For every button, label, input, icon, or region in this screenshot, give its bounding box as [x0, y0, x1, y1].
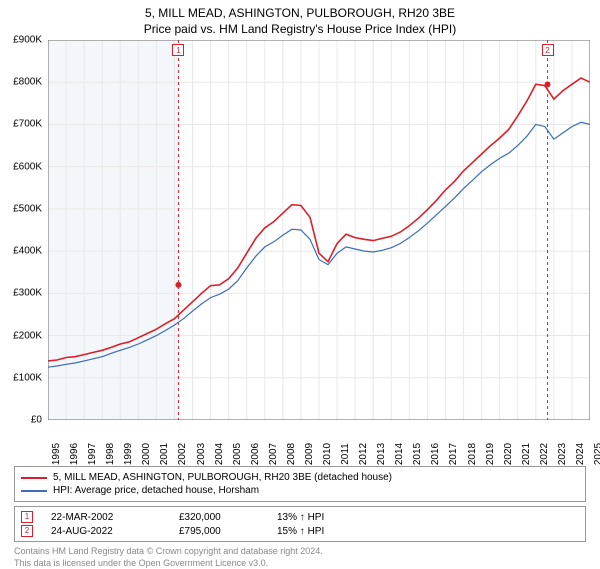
transaction-marker-icon: 1: [21, 511, 33, 523]
x-tick-label: 2013: [376, 443, 387, 465]
x-tick-label: 2022: [539, 443, 550, 465]
legend: 5, MILL MEAD, ASHINGTON, PULBOROUGH, RH2…: [14, 466, 586, 502]
line-chart: [48, 40, 590, 420]
x-tick-label: 1996: [69, 443, 80, 465]
x-tick-label: 2004: [214, 443, 225, 465]
y-tick-label: £300K: [13, 288, 42, 299]
footer-attribution: Contains HM Land Registry data © Crown c…: [14, 546, 586, 569]
y-tick-label: £0: [31, 415, 42, 426]
footer-line-2: This data is licensed under the Open Gov…: [14, 558, 586, 569]
legend-label: HPI: Average price, detached house, Hors…: [53, 485, 259, 496]
x-tick-label: 2024: [575, 443, 586, 465]
x-tick-label: 2020: [503, 443, 514, 465]
transaction-marker: 1: [172, 44, 184, 56]
x-tick-label: 2014: [394, 443, 405, 465]
y-tick-label: £600K: [13, 161, 42, 172]
x-tick-label: 2000: [141, 443, 152, 465]
x-tick-label: 2015: [412, 443, 423, 465]
y-tick-label: £500K: [13, 203, 42, 214]
transaction-price: £320,000: [179, 512, 259, 523]
transaction-price: £795,000: [179, 526, 259, 537]
x-tick-label: 2006: [250, 443, 261, 465]
transaction-date: 22-MAR-2002: [51, 512, 161, 523]
y-tick-label: £700K: [13, 119, 42, 130]
chart-title: 5, MILL MEAD, ASHINGTON, PULBOROUGH, RH2…: [0, 0, 600, 20]
footer-line-1: Contains HM Land Registry data © Crown c…: [14, 546, 586, 558]
x-tick-label: 2016: [430, 443, 441, 465]
x-tick-label: 1995: [51, 443, 62, 465]
legend-label: 5, MILL MEAD, ASHINGTON, PULBOROUGH, RH2…: [53, 472, 392, 483]
x-tick-label: 2011: [340, 443, 351, 465]
transactions-table: 1 22-MAR-2002 £320,000 13% ↑ HPI 2 24-AUG-202…: [14, 506, 586, 542]
x-tick-label: 2009: [304, 443, 315, 465]
x-tick-label: 2012: [358, 443, 369, 465]
legend-item: HPI: Average price, detached house, Hors…: [21, 484, 579, 497]
transaction-row: 1 22-MAR-2002 £320,000 13% ↑ HPI: [21, 510, 579, 524]
legend-swatch: [21, 477, 47, 479]
x-tick-label: 2019: [485, 443, 496, 465]
y-tick-label: £100K: [13, 372, 42, 383]
x-tick-label: 2005: [232, 443, 243, 465]
x-tick-label: 2003: [196, 443, 207, 465]
x-tick-label: 2023: [557, 443, 568, 465]
transaction-date: 24-AUG-2022: [51, 526, 161, 537]
transaction-pct: 13% ↑ HPI: [277, 512, 347, 523]
y-tick-label: £800K: [13, 77, 42, 88]
y-tick-label: £200K: [13, 330, 42, 341]
x-tick-label: 2010: [322, 443, 333, 465]
x-tick-label: 2001: [159, 443, 170, 465]
x-tick-label: 2002: [177, 443, 188, 465]
x-tick-label: 2018: [467, 443, 478, 465]
transaction-pct: 15% ↑ HPI: [277, 526, 347, 537]
transaction-row: 2 24-AUG-2022 £795,000 15% ↑ HPI: [21, 524, 579, 538]
legend-swatch: [21, 490, 47, 492]
x-tick-label: 2008: [286, 443, 297, 465]
x-tick-label: 1999: [123, 443, 134, 465]
x-tick-label: 2025: [593, 443, 600, 465]
x-tick-label: 1998: [105, 443, 116, 465]
x-tick-label: 2021: [521, 443, 532, 465]
x-tick-label: 2017: [448, 443, 459, 465]
chart-area: £0£100K£200K£300K£400K£500K£600K£700K£80…: [48, 40, 590, 420]
x-axis: 1995 1996 1997 1998 1999 2000 2001 2002 2003 2004…: [48, 424, 590, 464]
y-axis: £0£100K£200K£300K£400K£500K£600K£700K£80…: [4, 40, 44, 420]
legend-item: 5, MILL MEAD, ASHINGTON, PULBOROUGH, RH2…: [21, 471, 579, 484]
y-tick-label: £900K: [13, 35, 42, 46]
x-tick-label: 1997: [87, 443, 98, 465]
y-tick-label: £400K: [13, 246, 42, 257]
transaction-marker-icon: 2: [21, 525, 33, 537]
transaction-marker: 2: [542, 44, 554, 56]
chart-subtitle: Price paid vs. HM Land Registry's House …: [0, 20, 600, 40]
x-tick-label: 2007: [268, 443, 279, 465]
